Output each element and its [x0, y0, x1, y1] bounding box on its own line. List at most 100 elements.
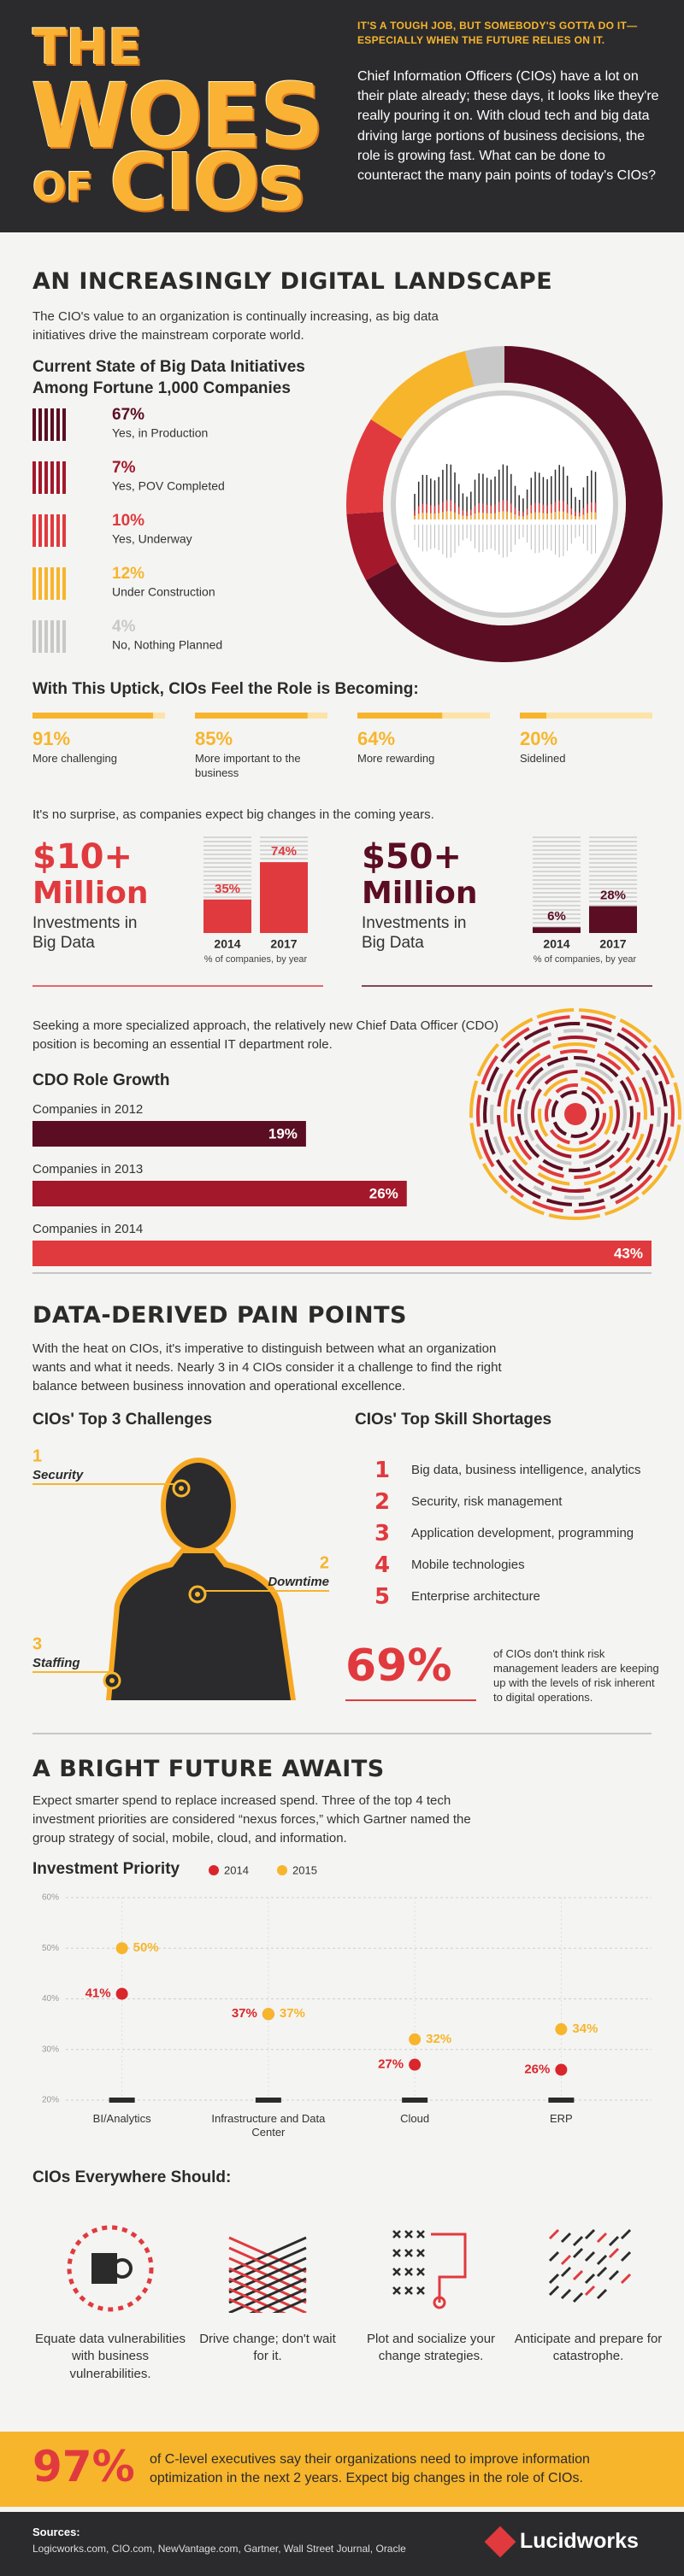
skill-rank: 1	[374, 1458, 391, 1483]
section-intro: With the heat on CIOs, it's imperative t…	[32, 1341, 502, 1394]
action-text: Drive change; don't wait for it.	[199, 2332, 336, 2364]
x-tick-label: ERP	[550, 2112, 573, 2125]
point	[409, 2033, 422, 2045]
icon	[596, 2288, 608, 2300]
icon	[228, 2236, 307, 2274]
legend-swatch	[32, 514, 66, 547]
swatch-stripe	[44, 567, 48, 600]
legend-swatch	[32, 408, 66, 441]
sources-band	[0, 2512, 684, 2576]
footer-text: of C-level executives say their organiza…	[150, 2452, 590, 2486]
footer-band	[0, 2432, 684, 2507]
section-intro: Expect smarter spend to replace increase…	[32, 1793, 471, 1845]
chart-title: CIOs Everywhere Should:	[32, 2168, 232, 2186]
icon	[431, 2233, 467, 2303]
legend-label: Yes, in Production	[112, 426, 208, 440]
challenge-rank: 1	[32, 1446, 42, 1465]
legend-value: 4%	[112, 618, 136, 636]
point-label: 41%	[86, 1986, 111, 2001]
header-background	[0, 0, 684, 232]
icon	[560, 2288, 572, 2300]
skill-label: Security, risk management	[411, 1494, 563, 1509]
point-label: 50%	[133, 1940, 159, 1955]
swatch-stripe	[56, 408, 60, 441]
icon	[548, 2250, 560, 2262]
icon	[392, 2249, 401, 2257]
swatch-stripe	[32, 461, 36, 494]
icon	[560, 2266, 572, 2278]
icon	[433, 2296, 446, 2309]
bar	[203, 899, 251, 933]
title-cios: CIOs	[109, 137, 305, 228]
point-label: 27%	[378, 2057, 404, 2071]
point	[555, 2063, 568, 2076]
challenge-rank: 3	[32, 1634, 42, 1653]
icon	[548, 2273, 560, 2285]
stat-text: of CIOs don't think risk management lead…	[493, 1647, 659, 1704]
donut-ring	[391, 390, 618, 618]
challenge-label: Staffing	[32, 1656, 80, 1670]
bar-track	[520, 713, 652, 719]
bar-value: 19%	[268, 1125, 298, 1141]
icon	[572, 2247, 584, 2259]
x-tick-label: 2017	[270, 937, 297, 951]
swatch-stripe	[38, 514, 42, 547]
icon	[572, 2235, 584, 2247]
chart-title: With This Uptick, CIOs Feel the Role is …	[32, 680, 419, 698]
donut-slice	[346, 419, 403, 514]
decor-ring	[517, 1056, 634, 1173]
legend-value: 7%	[112, 459, 136, 477]
bar-label: More important to the business	[195, 752, 301, 779]
swatch-stripe	[50, 408, 54, 441]
icon-mask	[225, 2313, 310, 2347]
icon	[584, 2273, 596, 2285]
action-text: Equate data vulnerabilities with busines…	[35, 2332, 186, 2381]
section-intro: The CIO's value to an organization is co…	[32, 309, 439, 343]
point-label: 34%	[572, 2021, 598, 2036]
challenge-label: Security	[32, 1468, 84, 1482]
legend-label: 2014	[224, 1863, 249, 1876]
icon	[416, 2268, 425, 2276]
tagline: IT'S A TOUGH JOB, BUT SOMEBODY'S GOTTA D…	[357, 20, 638, 47]
chart-title: Investment Priority	[32, 1860, 180, 1878]
category-base	[109, 2098, 135, 2103]
category-base	[402, 2098, 428, 2103]
bar-label: Companies in 2013	[32, 1162, 144, 1177]
point-label: 26%	[524, 2062, 550, 2076]
skill-rank: 5	[374, 1584, 391, 1610]
icon	[416, 2286, 425, 2295]
decor-ring	[538, 1077, 613, 1152]
bar-value: 35%	[215, 882, 240, 896]
challenge-label: Downtime	[268, 1575, 329, 1589]
section-heading: A BRIGHT FUTURE AWAITS	[32, 1756, 385, 1782]
icon	[560, 2232, 572, 2244]
amount: $50+	[362, 837, 463, 877]
icon	[596, 2266, 608, 2278]
swatch-stripe	[44, 408, 48, 441]
point	[409, 2058, 422, 2071]
icon	[112, 2258, 133, 2279]
chart-title: CDO Role Growth	[32, 1071, 170, 1089]
section-text: It's no surprise, as companies expect bi…	[32, 807, 434, 822]
bar	[32, 1121, 306, 1147]
stat-value: 69%	[345, 1640, 452, 1692]
swatch-stripe	[50, 620, 54, 653]
callout-marker	[109, 1678, 115, 1683]
title-woes: WOES	[31, 64, 324, 168]
bar-value: 64%	[357, 728, 395, 749]
decor-ring	[476, 1015, 675, 1213]
bar	[589, 906, 637, 933]
donut-slice	[346, 511, 398, 581]
chart-note: % of companies, by year	[204, 954, 308, 965]
icon	[572, 2291, 584, 2303]
bar-value: 85%	[195, 728, 233, 749]
decor-ring	[524, 1063, 627, 1165]
amount-unit: Million	[362, 876, 478, 911]
sources-text: Logicworks.com, CIO.com, NewVantage.com,…	[32, 2543, 406, 2555]
icon	[548, 2228, 560, 2240]
swatch-stripe	[44, 514, 48, 547]
swatch-stripe	[38, 620, 42, 653]
point	[555, 2023, 568, 2036]
bar-label: Companies in 2014	[32, 1222, 144, 1236]
swatch-stripe	[44, 620, 48, 653]
